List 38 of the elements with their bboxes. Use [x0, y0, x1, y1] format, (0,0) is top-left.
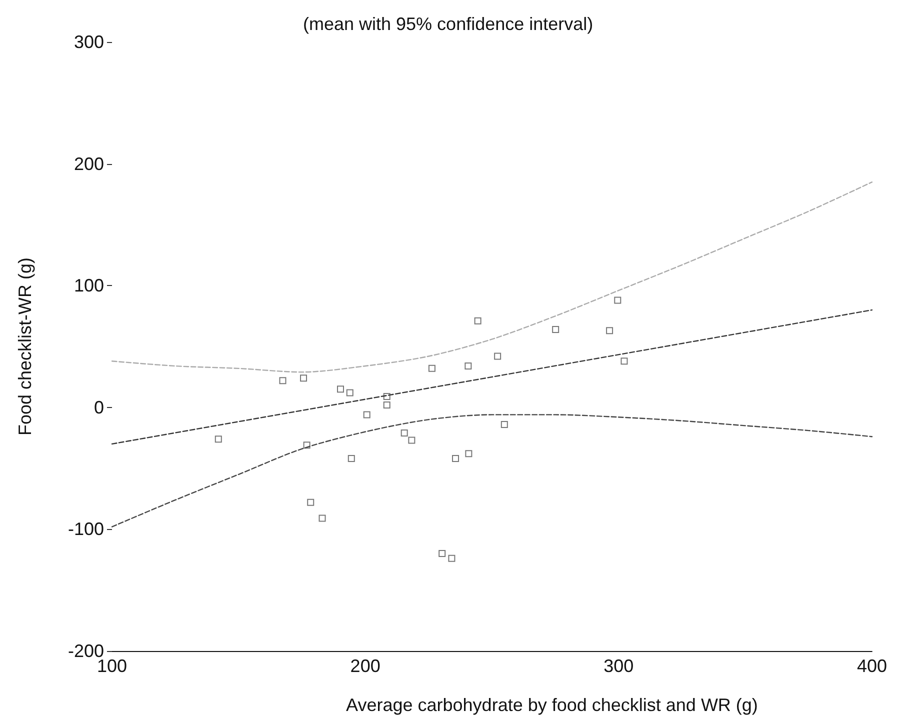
point	[363, 411, 370, 418]
point	[464, 362, 472, 370]
point	[307, 498, 314, 506]
line-series	[111, 181, 873, 373]
x-tick-label: 400	[856, 656, 888, 676]
point	[614, 296, 622, 304]
x-axis-title: Average carbohydrate by food checklist and WR (g)	[346, 695, 758, 715]
line-series	[111, 414, 873, 528]
point	[318, 514, 326, 522]
point	[279, 377, 286, 384]
y-tick-label: 0	[94, 397, 104, 418]
point	[606, 327, 614, 334]
x-tick-label: 200	[350, 656, 380, 676]
point	[552, 326, 560, 333]
point	[438, 550, 446, 558]
point	[620, 358, 628, 365]
y-tick-label: 100	[74, 276, 104, 296]
point	[337, 386, 344, 393]
y-tick-label: 300	[74, 32, 104, 52]
point	[400, 429, 408, 436]
point	[214, 436, 222, 443]
point	[408, 436, 416, 444]
point	[346, 389, 354, 396]
y-tick-label: 200	[74, 154, 104, 174]
point	[448, 554, 456, 562]
point	[300, 374, 308, 382]
point	[474, 317, 482, 324]
x-tick-label: 300	[604, 656, 634, 676]
y-axis-title: Food checklist-WR (g)	[15, 257, 35, 436]
point	[348, 455, 355, 462]
point	[452, 455, 460, 462]
point	[465, 450, 472, 458]
point	[428, 364, 436, 372]
y-tick-label: -100	[68, 519, 104, 540]
point	[383, 401, 390, 408]
point	[500, 420, 508, 428]
point	[494, 352, 502, 360]
chart-title: (mean with 95% confidence interval)	[303, 14, 594, 34]
